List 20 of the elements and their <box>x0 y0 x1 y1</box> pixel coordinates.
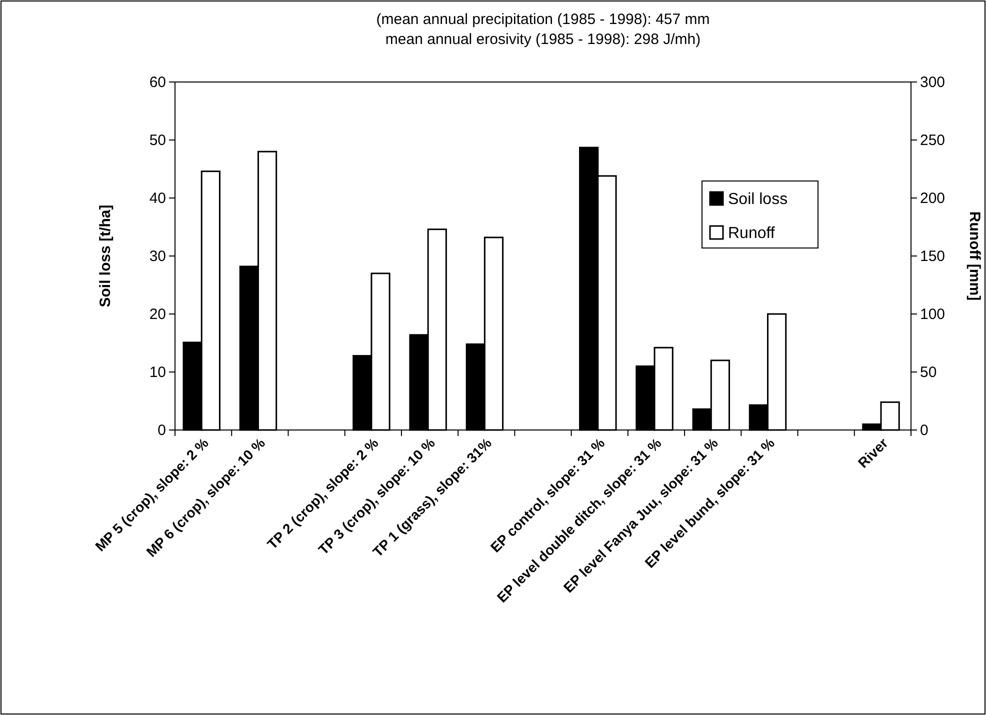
legend-label: Runoff <box>728 225 776 242</box>
y2-tick-label: 100 <box>920 306 946 323</box>
y2-tick-label: 200 <box>920 190 946 207</box>
y2-tick-label: 0 <box>920 422 928 439</box>
y-axis-title: Soil loss [t/ha] <box>97 204 114 308</box>
y2-tick-label: 150 <box>920 248 946 265</box>
chart-subtitle: mean annual erosivity (1985 - 1998): 298 J/mh) <box>385 31 701 48</box>
legend-label: Soil loss <box>728 191 788 208</box>
y-tick-label: 30 <box>149 248 166 265</box>
y2-tick-label: 50 <box>920 364 937 381</box>
y-tick-label: 20 <box>149 306 166 323</box>
y-tick-label: 10 <box>149 364 166 381</box>
y-tick-label: 60 <box>149 74 166 91</box>
y2-tick-label: 250 <box>920 132 946 149</box>
y-tick-label: 50 <box>149 132 166 149</box>
y-tick-label: 40 <box>149 190 166 207</box>
y-tick-label: 0 <box>158 422 166 439</box>
y2-axis-title: Runoff [mm] <box>966 211 983 301</box>
y2-tick-label: 300 <box>920 74 946 91</box>
chart-title: (mean annual precipitation (1985 - 1998): 457 mm <box>376 11 710 28</box>
